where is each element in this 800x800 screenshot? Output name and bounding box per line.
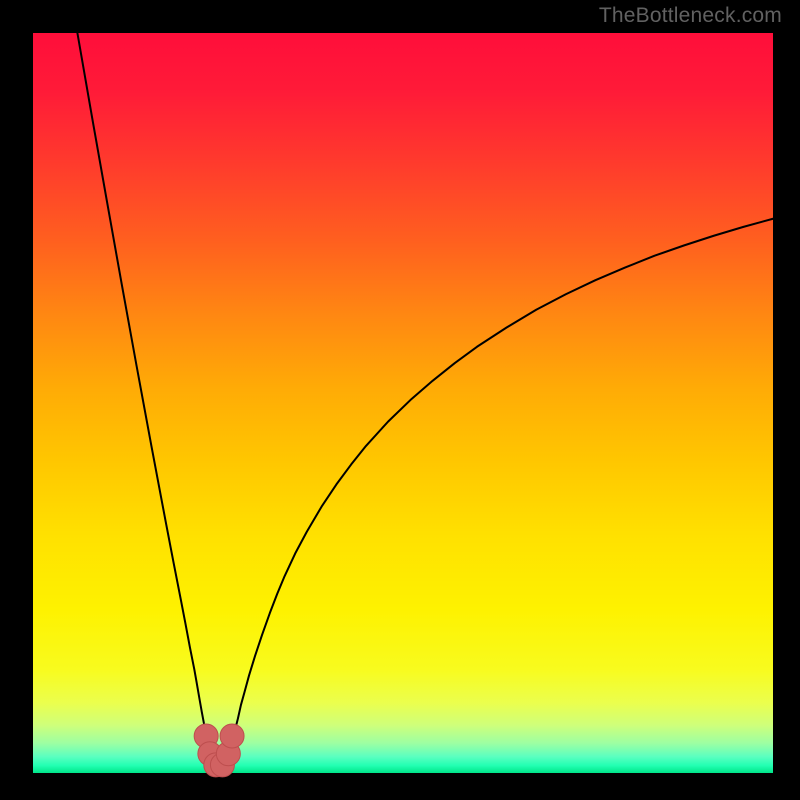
bottleneck-chart bbox=[0, 0, 800, 800]
watermark-text: TheBottleneck.com bbox=[599, 4, 782, 28]
chart-frame: TheBottleneck.com bbox=[0, 0, 800, 800]
anomaly-marker bbox=[220, 724, 244, 748]
